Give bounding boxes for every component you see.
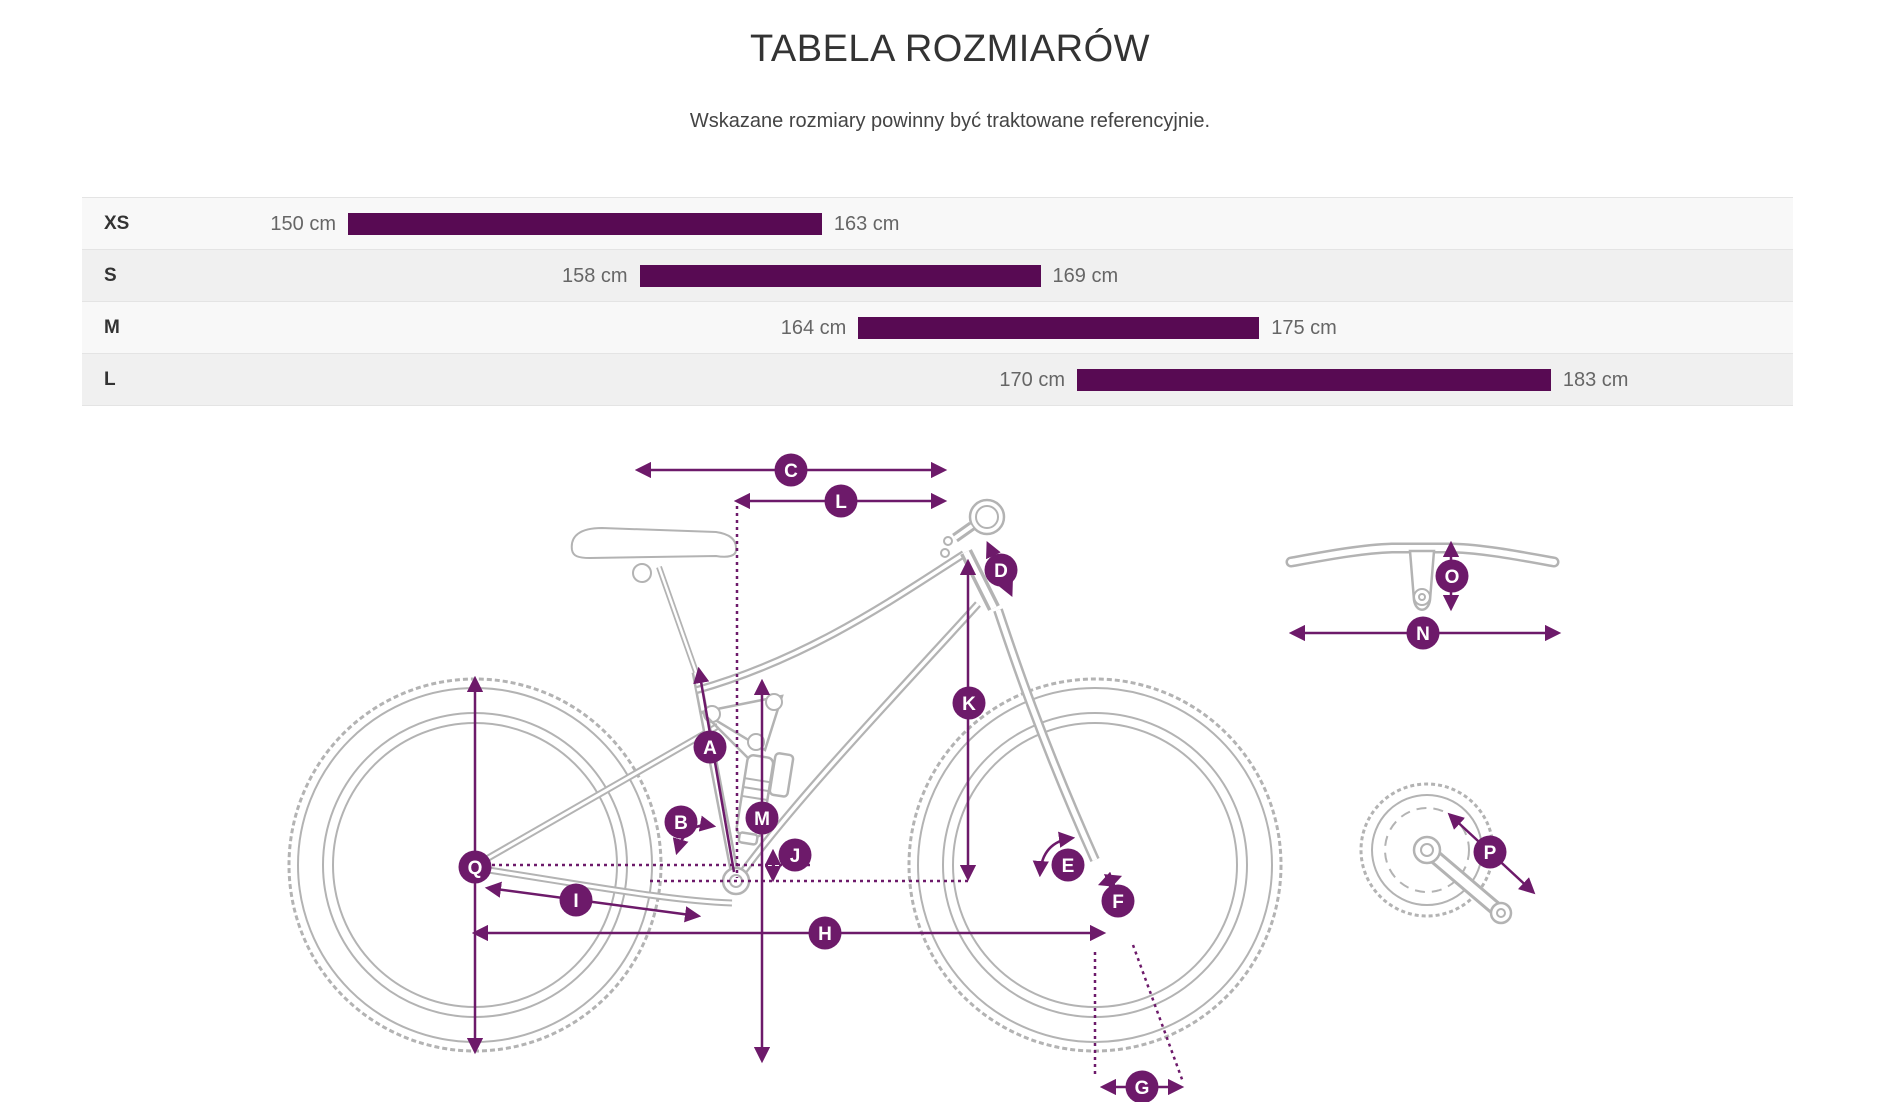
range-from-label: 150 cm xyxy=(270,213,336,235)
badge-K: K xyxy=(952,686,986,720)
svg-text:P: P xyxy=(1484,843,1497,864)
table-row-l: L 170 cm 183 cm xyxy=(82,354,1793,406)
arrow-A xyxy=(693,666,736,873)
range-to-label: 169 cm xyxy=(1052,265,1119,287)
badge-B: B xyxy=(664,805,698,839)
bike-outline xyxy=(287,498,1560,1053)
table-row-s: S 158 cm 169 cm xyxy=(82,250,1793,302)
svg-text:M: M xyxy=(754,809,770,830)
size-label: M xyxy=(104,317,120,338)
height-range-bar xyxy=(639,265,1041,287)
height-range-bar xyxy=(858,317,1260,339)
badge-E: E xyxy=(1051,848,1085,882)
svg-text:D: D xyxy=(994,561,1008,582)
saddle xyxy=(570,526,738,560)
svg-text:G: G xyxy=(1135,1078,1150,1099)
svg-text:O: O xyxy=(1445,567,1460,588)
badge-H: H xyxy=(808,916,842,950)
svg-text:J: J xyxy=(790,846,801,867)
arrow-F xyxy=(1097,871,1123,890)
page-subtitle: Wskazane rozmiary powinny być traktowane… xyxy=(689,110,1211,132)
range-to-label: 175 cm xyxy=(1271,317,1337,339)
svg-text:H: H xyxy=(818,924,832,945)
badge-Q: Q xyxy=(458,850,492,884)
svg-text:I: I xyxy=(573,891,578,912)
arrow-E xyxy=(1032,831,1076,878)
geometry-svg: A B C D E F G H I J K L M N O P Q xyxy=(287,453,1562,1104)
size-table: XS 150 cm 163 cm S 158 cm 169 cm M 164 cm 175 cm… xyxy=(82,197,1793,406)
svg-text:N: N xyxy=(1416,624,1430,645)
badge-A: A xyxy=(693,730,727,764)
badge-C: C xyxy=(774,453,808,487)
badge-G: G xyxy=(1125,1070,1159,1104)
badge-I: I xyxy=(559,883,593,917)
badge-D: D xyxy=(984,553,1018,587)
range-to-label: 163 cm xyxy=(833,213,900,235)
size-label: XS xyxy=(104,213,130,234)
badge-F: F xyxy=(1101,884,1135,918)
handlebar-clamp xyxy=(968,498,1006,536)
height-range-bar xyxy=(348,213,822,235)
range-from-label: 170 cm xyxy=(999,369,1065,391)
svg-text:K: K xyxy=(962,694,976,715)
badge-O: O xyxy=(1435,559,1469,593)
size-label: S xyxy=(104,265,117,286)
bike-geometry-diagram: A B C D E F G H I J K L M N O P Q xyxy=(250,360,1650,1104)
badge-P: P xyxy=(1473,835,1507,869)
arrow-I xyxy=(484,881,702,923)
table-row-m: M 164 cm 175 cm xyxy=(82,302,1793,354)
badge-L: L xyxy=(824,484,858,518)
svg-text:A: A xyxy=(703,738,717,759)
svg-text:B: B xyxy=(674,813,688,834)
size-label: L xyxy=(104,369,116,390)
dimension-badges: A B C D E F G H I J K L M N O P Q xyxy=(458,453,1507,1104)
badge-M: M xyxy=(745,801,779,835)
badge-J: J xyxy=(778,838,812,872)
page-title: TABELA ROZMIARÓW xyxy=(749,28,1150,70)
range-from-label: 164 cm xyxy=(780,317,847,339)
range-to-label: 183 cm xyxy=(1562,369,1629,391)
steering-axis-reference xyxy=(1131,944,1185,1083)
svg-text:E: E xyxy=(1062,856,1075,877)
svg-text:L: L xyxy=(835,492,847,513)
badge-N: N xyxy=(1406,616,1440,650)
height-range-bar xyxy=(1077,369,1551,391)
range-from-label: 158 cm xyxy=(562,265,628,287)
svg-text:Q: Q xyxy=(468,858,483,879)
svg-text:F: F xyxy=(1112,892,1124,913)
handlebar-front-view xyxy=(1285,542,1560,611)
svg-text:C: C xyxy=(784,461,798,482)
table-row-xs: XS 150 cm 163 cm xyxy=(82,198,1793,250)
